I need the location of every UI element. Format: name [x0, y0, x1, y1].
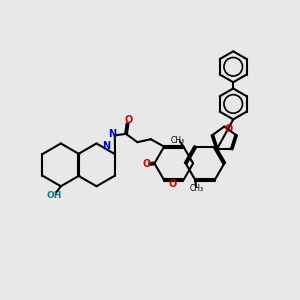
Text: O: O: [143, 159, 151, 169]
Text: O: O: [124, 116, 133, 125]
Text: N: N: [108, 129, 116, 139]
Text: O: O: [168, 179, 176, 189]
Text: CH₃: CH₃: [171, 136, 185, 145]
Text: O: O: [225, 124, 233, 134]
Text: OH: OH: [46, 191, 62, 200]
Text: CH₃: CH₃: [190, 184, 204, 193]
Text: N: N: [102, 141, 110, 151]
